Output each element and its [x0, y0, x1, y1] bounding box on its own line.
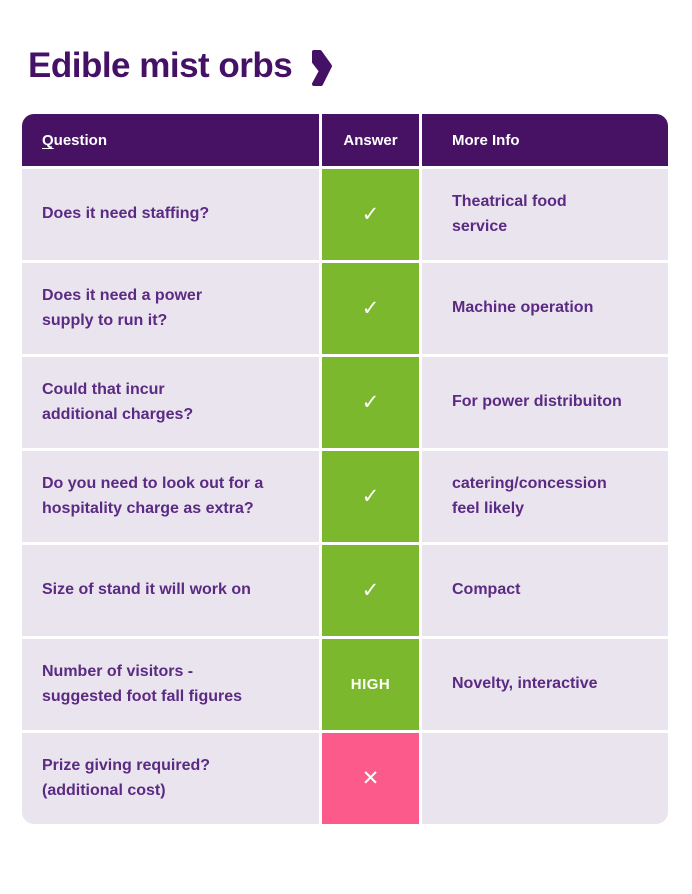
- more-info-cell: Machine operation: [422, 263, 668, 354]
- question-cell: Could that incur additional charges?: [22, 357, 319, 448]
- question-cell: Does it need staffing?: [22, 169, 319, 260]
- cross-icon: ✕: [361, 767, 380, 790]
- check-icon: ✓: [361, 203, 380, 226]
- check-icon: ✓: [361, 391, 380, 414]
- more-info-cell: Compact: [422, 545, 668, 636]
- page-title: Edible mist orbs: [28, 46, 293, 85]
- answer-cell-yes: ✓: [322, 451, 419, 542]
- high-badge: HIGH: [350, 676, 391, 693]
- column-header-question: Question: [22, 114, 319, 166]
- question-cell: Does it need a power supply to run it?: [22, 263, 319, 354]
- answer-cell-no: ✕: [322, 733, 419, 824]
- answer-cell-yes: ✓: [322, 545, 419, 636]
- answer-cell-yes: ✓: [322, 263, 419, 354]
- answer-cell-yes: ✓: [322, 169, 419, 260]
- more-info-cell: For power distribuiton: [422, 357, 668, 448]
- question-cell: Prize giving required? (additional cost): [22, 733, 319, 824]
- page-header: Edible mist orbs: [28, 42, 692, 90]
- question-header-text: Question: [42, 131, 108, 149]
- more-info-cell: Theatrical food service: [422, 169, 668, 260]
- column-header-answer: Answer: [322, 114, 419, 166]
- answer-cell-high: HIGH: [322, 639, 419, 730]
- question-cell: Number of visitors - suggested foot fall…: [22, 639, 319, 730]
- question-cell: Size of stand it will work on: [22, 545, 319, 636]
- more-info-cell: [422, 733, 668, 824]
- comparison-table: Question Answer More Info Does it need s…: [22, 114, 668, 824]
- check-icon: ✓: [361, 579, 380, 602]
- more-info-cell: catering/concession feel likely: [422, 451, 668, 542]
- check-icon: ✓: [361, 297, 380, 320]
- chevron-right-icon: [312, 50, 333, 86]
- question-cell: Do you need to look out for a hospitalit…: [22, 451, 319, 542]
- answer-cell-yes: ✓: [322, 357, 419, 448]
- check-icon: ✓: [361, 485, 380, 508]
- more-info-cell: Novelty, interactive: [422, 639, 668, 730]
- column-header-more-info: More Info: [422, 114, 668, 166]
